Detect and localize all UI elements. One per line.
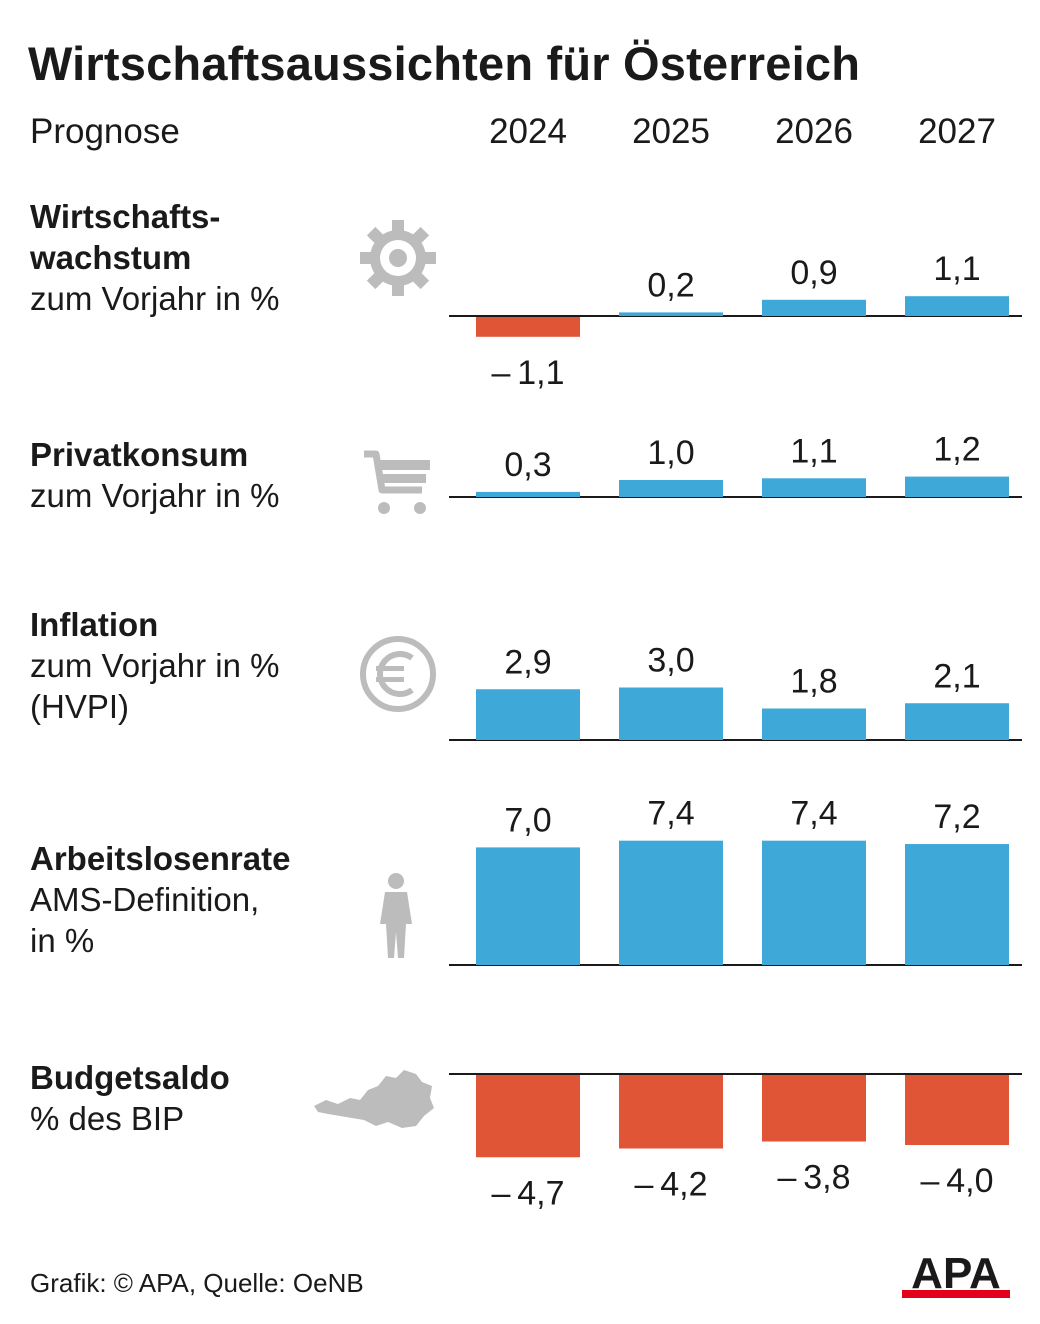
- bar-budget-2026: [762, 1075, 866, 1142]
- bar-budget-2024: [476, 1075, 580, 1158]
- panel-title-inflation: Inflation: [30, 606, 159, 643]
- bar-growth-2026: [762, 299, 866, 316]
- apa-logo: APA: [902, 1250, 1010, 1298]
- value-label-budget-2025: – 4,2: [635, 1166, 708, 1204]
- value-label-inflation-2025: 3,0: [647, 642, 694, 680]
- footer-credit: Grafik: © APA, Quelle: OeNB: [30, 1268, 364, 1298]
- bar-growth-2027: [905, 296, 1009, 316]
- year-2025: 2025: [632, 112, 710, 151]
- bar-consumption-2024: [476, 491, 580, 497]
- bar-consumption-2026: [762, 478, 866, 497]
- value-label-consumption-2026: 1,1: [790, 432, 837, 470]
- value-label-growth-2025: 0,2: [647, 266, 694, 304]
- panel-label-budget: Budgetsaldo % des BIP: [30, 1057, 230, 1139]
- bar-consumption-2025: [619, 480, 723, 497]
- panel-title-budget: Budgetsaldo: [30, 1059, 230, 1096]
- bar-growth-2024: [476, 317, 580, 337]
- value-label-inflation-2026: 1,8: [790, 663, 837, 701]
- logo-bar: [902, 1290, 1010, 1298]
- value-label-unemployment-2024: 7,0: [504, 801, 551, 839]
- panel-title-unemployment: Arbeitslosenrate: [30, 840, 291, 877]
- panel-label-inflation: Inflation zum Vorjahr in % (HVPI): [30, 604, 279, 727]
- panel-title-growth: Wirtschafts- wachstum: [30, 198, 221, 276]
- bar-inflation-2026: [762, 708, 866, 740]
- value-label-unemployment-2025: 7,4: [647, 795, 694, 833]
- value-label-unemployment-2027: 7,2: [933, 798, 980, 836]
- value-label-unemployment-2026: 7,4: [790, 795, 837, 833]
- value-label-inflation-2027: 2,1: [933, 657, 980, 695]
- value-label-consumption-2025: 1,0: [647, 434, 694, 472]
- year-2027: 2027: [918, 112, 996, 151]
- shopping-cart-icon: [364, 450, 430, 514]
- value-label-growth-2026: 0,9: [790, 254, 837, 292]
- panel-label-growth: Wirtschafts- wachstum zum Vorjahr in %: [30, 196, 279, 319]
- value-label-growth-2024: – 1,1: [492, 354, 565, 392]
- panel-subtitle-growth: zum Vorjahr in %: [30, 280, 280, 317]
- value-label-budget-2024: – 4,7: [492, 1174, 565, 1212]
- panel-subtitle-inflation: zum Vorjahr in % (HVPI): [30, 647, 280, 725]
- panel-label-unemployment: Arbeitslosenrate AMS-Definition, in %: [30, 838, 290, 961]
- bar-consumption-2027: [905, 476, 1009, 497]
- person-icon: [380, 873, 412, 958]
- bar-unemployment-2024: [476, 847, 580, 965]
- panel-subtitle-consumption: zum Vorjahr in %: [30, 477, 280, 514]
- bar-inflation-2025: [619, 687, 723, 740]
- bar-unemployment-2026: [762, 840, 866, 965]
- value-label-budget-2026: – 3,8: [778, 1159, 851, 1197]
- austria-map-icon: [314, 1070, 434, 1128]
- value-label-consumption-2024: 0,3: [504, 446, 551, 484]
- value-label-growth-2027: 1,1: [933, 250, 980, 288]
- chart-title: Wirtschaftsaussichten für Österreich: [28, 37, 861, 90]
- panel-title-consumption: Privatkonsum: [30, 436, 249, 473]
- panel-label-consumption: Privatkonsum zum Vorjahr in %: [30, 434, 279, 516]
- bar-unemployment-2027: [905, 844, 1009, 965]
- header-label: Prognose: [30, 112, 180, 151]
- year-2026: 2026: [775, 112, 853, 151]
- year-2024: 2024: [489, 112, 567, 151]
- panel-subtitle-budget: % des BIP: [30, 1100, 185, 1137]
- value-label-consumption-2027: 1,2: [933, 431, 980, 469]
- bar-inflation-2027: [905, 703, 1009, 740]
- bar-budget-2027: [905, 1075, 1009, 1145]
- panel-subtitle-unemployment: AMS-Definition, in %: [30, 881, 260, 959]
- gear-icon: [360, 220, 436, 296]
- value-label-budget-2027: – 4,0: [921, 1162, 994, 1200]
- bar-budget-2025: [619, 1075, 723, 1149]
- euro-icon: [360, 636, 436, 712]
- bar-inflation-2024: [476, 689, 580, 740]
- bar-growth-2025: [619, 312, 723, 316]
- value-label-inflation-2024: 2,9: [504, 643, 551, 681]
- bar-unemployment-2025: [619, 840, 723, 965]
